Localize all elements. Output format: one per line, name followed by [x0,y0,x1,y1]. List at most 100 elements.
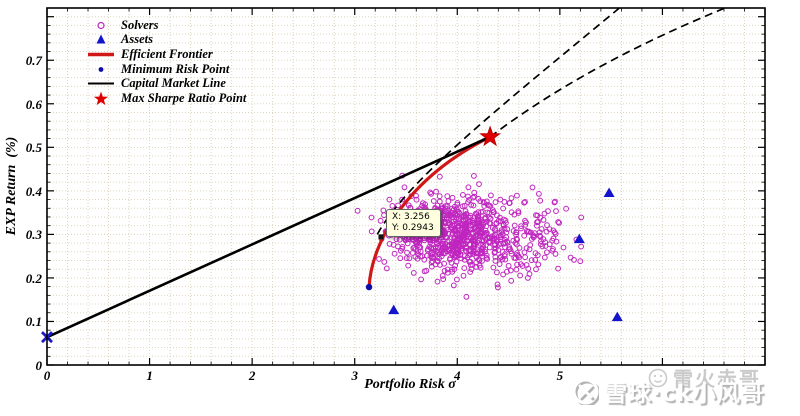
solver-point[interactable] [533,266,539,273]
solver-point[interactable] [486,244,493,251]
solver-point[interactable] [560,244,567,251]
solver-point[interactable] [496,261,503,268]
solver-point[interactable] [463,220,470,226]
solver-point[interactable] [450,239,457,246]
solver-point[interactable] [462,244,469,251]
solver-point[interactable] [450,246,457,253]
solver-point[interactable] [433,188,440,195]
solver-point[interactable] [476,237,483,244]
solver-point[interactable] [447,224,454,231]
solver-point[interactable] [479,208,486,215]
solver-point[interactable] [397,255,404,262]
solver-point[interactable] [368,214,375,221]
solver-point[interactable] [490,264,497,271]
datatip[interactable]: X: 3.256 Y: 0.2943 [386,209,441,237]
solver-point[interactable] [498,227,505,234]
solver-point[interactable] [492,258,499,264]
solver-point[interactable] [460,192,466,198]
solver-point[interactable] [449,210,456,216]
solver-point[interactable] [460,272,467,279]
solver-point[interactable] [479,258,485,264]
solver-point[interactable] [399,245,406,252]
solver-point[interactable] [463,247,470,254]
solver-point[interactable] [522,254,528,261]
solver-point[interactable] [467,258,474,265]
solver-point[interactable] [515,253,522,259]
solver-point[interactable] [413,196,420,203]
solver-point[interactable] [525,275,531,281]
solver-point[interactable] [422,201,429,208]
asset-point[interactable] [603,187,615,198]
solver-point[interactable] [486,234,493,241]
solver-point[interactable] [434,278,441,285]
solver-point[interactable] [537,197,544,204]
solver-point[interactable] [421,268,428,275]
solver-point[interactable] [393,236,400,243]
solver-point[interactable] [457,238,464,244]
solver-point[interactable] [514,250,520,256]
solver-point[interactable] [449,268,456,275]
solver-point[interactable] [521,199,527,206]
legend-item-minimum-risk-point[interactable]: Minimum Risk Point [84,62,246,77]
solver-point[interactable] [535,261,542,268]
solver-point[interactable] [477,222,483,228]
solver-point[interactable] [522,199,528,205]
solver-point[interactable] [494,269,500,276]
solver-point[interactable] [465,193,471,200]
solver-point[interactable] [476,256,482,263]
solver-point[interactable] [459,203,466,210]
solver-point[interactable] [415,248,421,255]
solver-point[interactable] [507,267,514,274]
solver-point[interactable] [492,254,499,260]
solver-point[interactable] [495,284,501,291]
solver-point[interactable] [534,252,541,259]
solver-point[interactable] [479,237,486,244]
solver-point[interactable] [491,209,497,216]
solver-point[interactable] [549,247,556,254]
solver-point[interactable] [447,256,453,263]
solver-point[interactable] [461,265,468,272]
solver-point[interactable] [441,218,448,225]
solver-point[interactable] [508,248,514,255]
solver-point[interactable] [463,293,470,300]
solver-point[interactable] [551,229,558,236]
solver-point[interactable] [526,228,532,235]
solver-point[interactable] [470,202,477,209]
solver-point[interactable] [508,277,515,284]
solver-point[interactable] [519,263,526,269]
solver-point[interactable] [435,249,441,256]
solver-point[interactable] [471,246,477,252]
solver-point[interactable] [489,235,495,242]
solver-point[interactable] [578,214,585,221]
solver-point[interactable] [508,209,515,216]
solver-point[interactable] [540,217,547,223]
asset-point[interactable] [388,304,400,315]
solver-point[interactable] [521,249,528,256]
solver-point[interactable] [494,281,501,288]
solver-point[interactable] [498,253,504,260]
solver-point[interactable] [546,226,553,233]
asset-point[interactable] [573,233,585,244]
solver-point[interactable] [471,225,478,231]
solver-point[interactable] [354,207,361,214]
solver-point[interactable] [501,199,508,205]
solver-point[interactable] [536,191,542,197]
solver-point[interactable] [476,181,482,188]
solver-point[interactable] [553,238,560,245]
solver-point[interactable] [418,276,425,283]
solver-point[interactable] [445,198,452,205]
solver-point[interactable] [465,214,472,221]
solver-point[interactable] [567,254,574,261]
solver-point[interactable] [439,273,446,279]
solver-point[interactable] [396,236,403,243]
solver-point[interactable] [499,256,506,263]
solver-point[interactable] [430,237,436,244]
solver-point[interactable] [436,193,443,200]
solver-point[interactable] [429,258,436,265]
solver-point[interactable] [429,250,435,256]
solver-point[interactable] [514,192,520,199]
solver-point[interactable] [455,220,461,226]
solver-point[interactable] [448,259,455,266]
solver-point[interactable] [452,262,459,269]
solver-point[interactable] [454,200,461,206]
